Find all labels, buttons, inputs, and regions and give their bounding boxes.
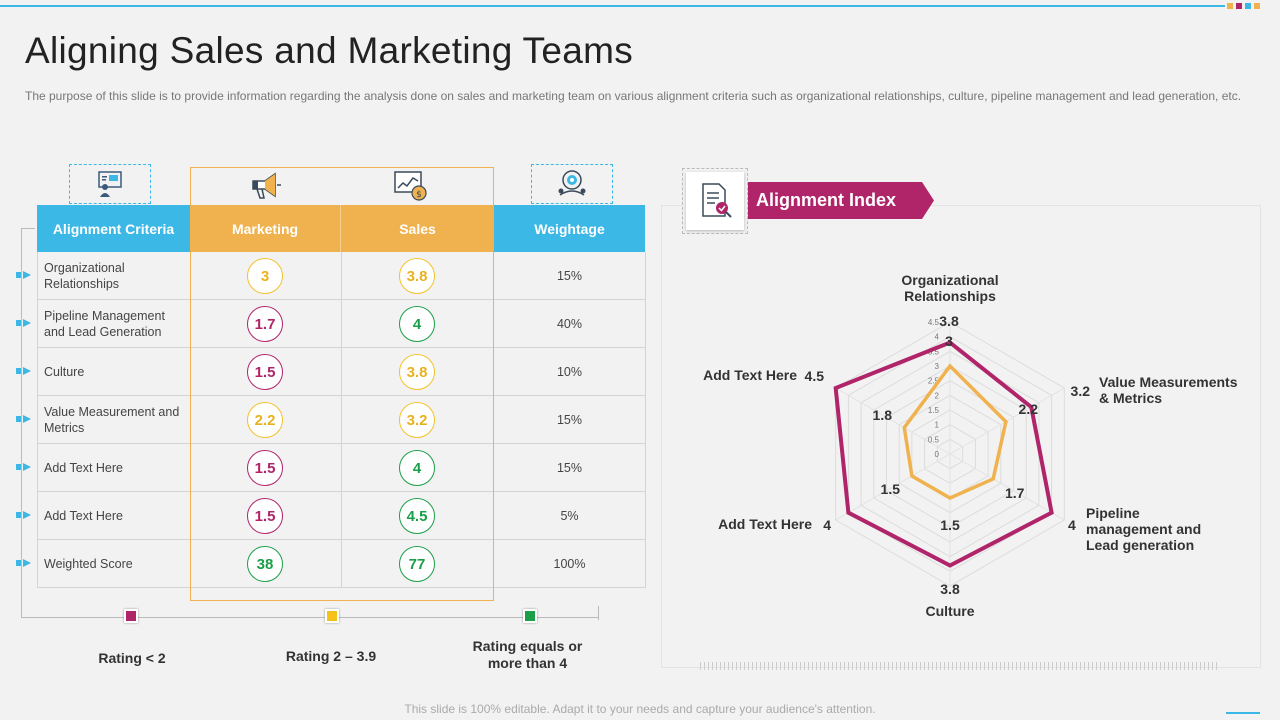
row-criteria-label: Add Text Here (44, 460, 123, 475)
marketing-score-circle: 1.5 (247, 498, 283, 534)
row-weightage: 40% (556, 316, 583, 331)
megaphone-icon (234, 166, 294, 206)
sales-score-circle: 4.5 (399, 498, 435, 534)
row-bullet-icon (16, 271, 31, 279)
marketing-score-circle: 38 (247, 546, 283, 582)
table-divider-marketing-sales (341, 252, 342, 588)
marketing-score-circle: 2.2 (247, 402, 283, 438)
svg-text:$: $ (416, 190, 422, 200)
marketing-score-circle: 3 (247, 258, 283, 294)
legend-label-low: Rating < 2 (98, 650, 166, 666)
legend-swatch-mid (325, 609, 339, 623)
legend-line-end (598, 606, 599, 620)
header-sales: Sales (341, 205, 494, 252)
row-weightage: 15% (556, 412, 583, 427)
row-weightage: 5% (560, 508, 579, 523)
header-weightage: Weightage (494, 205, 645, 252)
alignment-index-panel (661, 205, 1261, 668)
legend-label-mid: Rating 2 – 3.9 (285, 648, 377, 664)
row-bullet-icon (16, 511, 31, 519)
marketing-score-circle: 1.5 (247, 450, 283, 486)
row-criteria-label: Pipeline Management and Lead Generation (44, 308, 165, 339)
row-weightage: 15% (556, 268, 583, 283)
sales-score-circle: 4 (399, 306, 435, 342)
top-accent-line (0, 5, 1225, 7)
sales-score-circle: 77 (399, 546, 435, 582)
table-bracket-line (21, 228, 35, 618)
row-weightage: 15% (556, 460, 583, 475)
sales-score-circle: 3.8 (399, 258, 435, 294)
sales-chart-icon: $ (381, 166, 441, 206)
row-bullet-icon (16, 463, 31, 471)
table-border-left (37, 252, 38, 588)
legend-label-high: Rating equals or more than 4 (472, 638, 583, 671)
legend-swatch-low (124, 609, 138, 623)
row-weightage: 10% (556, 364, 583, 379)
page-subtitle: The purpose of this slide is to provide … (25, 89, 1242, 103)
corner-decoration (1227, 3, 1260, 9)
document-icon-box (682, 168, 748, 234)
table-border-right (645, 252, 646, 588)
row-weightage: 100% (553, 556, 586, 571)
footer-accent-line (1226, 712, 1260, 714)
team-presentation-icon (69, 164, 151, 204)
header-marketing: Marketing (190, 205, 341, 252)
row-criteria-label: Add Text Here (44, 508, 123, 523)
row-criteria-label: Culture (44, 364, 85, 379)
row-criteria-label: Value Measurement and Metrics (44, 404, 180, 435)
marketing-score-circle: 1.7 (247, 306, 283, 342)
sales-score-circle: 3.8 (399, 354, 435, 390)
weight-balance-icon (531, 164, 613, 204)
row-bullet-icon (16, 367, 31, 375)
panel-hatch-decoration (700, 662, 1220, 670)
sales-score-circle: 3.2 (399, 402, 435, 438)
row-bullet-icon (16, 415, 31, 423)
marketing-score-circle: 1.5 (247, 354, 283, 390)
row-criteria-label: Weighted Score (44, 556, 133, 571)
header-alignment-criteria: Alignment Criteria (37, 205, 190, 252)
alignment-index-banner: Alignment Index (748, 182, 934, 219)
sales-score-circle: 4 (399, 450, 435, 486)
legend-line (21, 617, 599, 618)
row-bullet-icon (16, 559, 31, 567)
footer-note: This slide is 100% editable. Adapt it to… (404, 702, 876, 716)
page-title: Aligning Sales and Marketing Teams (25, 30, 634, 71)
document-check-icon (702, 183, 732, 218)
row-bullet-icon (16, 319, 31, 327)
row-criteria-label: Organizational Relationships (44, 260, 125, 291)
legend-swatch-high (523, 609, 537, 623)
